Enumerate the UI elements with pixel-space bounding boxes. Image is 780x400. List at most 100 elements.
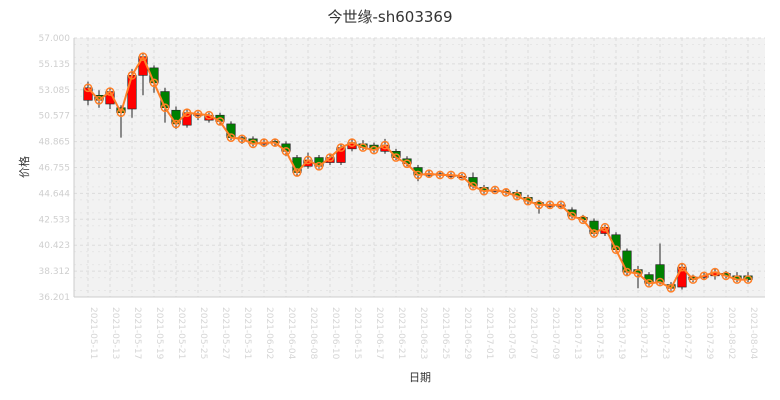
close-price-marker <box>336 143 346 152</box>
close-price-marker <box>446 170 456 180</box>
close-price-marker <box>468 181 478 191</box>
close-price-marker <box>633 269 643 278</box>
close-price-marker <box>534 200 544 210</box>
close-price-marker <box>116 108 126 118</box>
close-price-marker <box>182 108 192 118</box>
close-price-marker <box>171 119 181 129</box>
close-line-layer <box>83 52 753 293</box>
x-tick-label: 2021-06-15 <box>352 307 362 359</box>
close-price-marker <box>193 109 203 119</box>
x-tick-label: 2021-06-17 <box>374 307 384 359</box>
y-tick-label: 48.865 <box>39 138 71 148</box>
x-tick-label: 2021-06-04 <box>286 307 296 360</box>
y-tick-label: 46.755 <box>39 164 71 174</box>
x-tick-label: 2021-07-07 <box>528 307 538 359</box>
x-tick-label: 2021-07-01 <box>484 307 494 359</box>
x-tick-label: 2021-07-05 <box>506 307 516 359</box>
close-price-marker <box>732 275 742 284</box>
y-tick-label: 42.533 <box>39 215 71 225</box>
x-tick-label: 2021-05-21 <box>176 307 186 359</box>
close-price-marker <box>666 283 676 293</box>
y-tick-label: 50.577 <box>39 112 71 122</box>
candle-body <box>127 75 137 110</box>
close-price-marker <box>490 185 500 195</box>
x-tick-label: 2021-05-13 <box>110 307 120 359</box>
chart-title: 今世缘-sh603369 <box>328 8 453 26</box>
close-price-marker <box>149 78 159 88</box>
close-price-marker <box>83 83 93 93</box>
y-tick-label: 55.135 <box>39 60 71 70</box>
x-tick-label: 2021-07-15 <box>594 307 604 359</box>
close-price-marker <box>413 170 423 180</box>
close-price-marker <box>622 267 632 277</box>
y-tick-label: 53.085 <box>39 86 71 96</box>
close-price-marker <box>281 146 291 156</box>
close-price-marker <box>556 200 566 210</box>
close-price-marker <box>743 275 753 284</box>
x-tick-label: 2021-08-04 <box>748 307 758 360</box>
close-price-marker <box>644 278 654 288</box>
x-tick-label: 2021-05-27 <box>220 307 230 359</box>
x-tick-label: 2021-05-19 <box>154 307 164 360</box>
close-price-marker <box>655 277 665 287</box>
y-tick-label: 44.644 <box>39 189 71 199</box>
close-price-marker <box>160 103 170 113</box>
close-price-marker <box>611 245 621 255</box>
close-price-marker <box>358 143 368 152</box>
close-price-marker <box>215 117 225 126</box>
x-tick-label: 2021-05-31 <box>242 307 252 359</box>
close-price-marker <box>710 267 720 277</box>
close-price-marker <box>567 211 577 221</box>
close-price-marker <box>501 188 511 197</box>
close-price-marker <box>369 145 379 155</box>
close-price-marker <box>259 138 269 147</box>
close-price-line <box>87 54 748 290</box>
close-price-marker <box>677 262 687 272</box>
close-price-marker <box>391 153 401 162</box>
x-tick-label: 2021-07-29 <box>704 307 714 360</box>
close-price-marker <box>600 222 610 232</box>
close-price-marker <box>545 200 555 210</box>
x-tick-label: 2021-07-13 <box>572 307 582 359</box>
close-price-marker <box>325 153 335 162</box>
x-tick-label: 2021-08-02 <box>726 307 736 359</box>
close-price-marker <box>721 271 731 281</box>
x-axis: 2021-05-11 2021-05-13 2021-05-17 2021-05-19… <box>74 296 765 360</box>
x-tick-label: 2021-07-27 <box>682 307 692 359</box>
x-tick-label: 2021-06-23 <box>418 307 428 359</box>
close-price-marker <box>512 191 522 201</box>
close-price-marker <box>402 159 412 169</box>
close-price-marker <box>226 133 236 142</box>
x-tick-label: 2021-05-25 <box>198 307 208 359</box>
y-tick-label: 40.423 <box>39 241 71 251</box>
y-tick-label: 57.000 <box>39 34 71 44</box>
close-price-marker <box>424 169 434 179</box>
x-tick-label: 2021-06-21 <box>396 307 406 359</box>
close-price-marker <box>479 186 489 196</box>
close-price-marker <box>699 271 709 281</box>
x-tick-label: 2021-06-10 <box>330 307 340 360</box>
close-price-marker <box>94 95 104 105</box>
x-tick-label: 2021-07-19 <box>616 307 626 360</box>
close-price-marker <box>457 171 467 181</box>
close-price-marker <box>578 215 588 225</box>
x-tick-label: 2021-06-25 <box>440 307 450 359</box>
close-price-marker <box>105 87 115 96</box>
close-price-marker <box>138 52 148 62</box>
y-axis: 57.000 55.135 53.085 50.577 48.865 46.755 44.6… <box>39 34 75 303</box>
close-price-marker <box>523 196 533 206</box>
x-tick-label: 2021-07-09 <box>550 307 560 360</box>
x-tick-label: 2021-06-02 <box>264 307 274 359</box>
close-price-marker <box>292 168 302 177</box>
close-price-marker <box>380 140 390 150</box>
x-axis-label: 日期 <box>409 371 431 384</box>
x-tick-label: 2021-05-17 <box>132 307 142 359</box>
close-price-marker <box>127 71 137 80</box>
close-price-marker <box>347 138 357 147</box>
close-price-marker <box>314 161 324 171</box>
y-axis-label: 价格 <box>17 156 31 178</box>
close-price-marker <box>303 155 313 165</box>
close-price-marker <box>589 229 599 238</box>
close-price-marker <box>204 110 214 120</box>
